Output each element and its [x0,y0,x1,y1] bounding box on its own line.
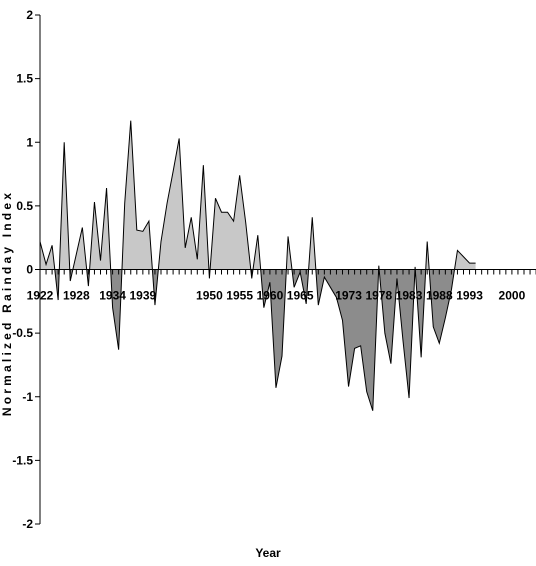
x-tick-label: 1939 [129,289,156,303]
x-tick-label: 1983 [396,289,423,303]
positive-area [40,120,476,270]
y-tick-label: 0.5 [16,199,33,213]
x-tick-label: 1934 [99,289,126,303]
x-tick-label: 1950 [196,289,223,303]
x-axis-label: Year [255,546,281,560]
y-tick-label: -1.5 [12,453,33,467]
y-tick-label: 1.5 [16,72,33,86]
x-tick-label: 2000 [499,289,526,303]
x-tick-label: 1993 [456,289,483,303]
y-tick-label: -0.5 [12,326,33,340]
series-line [39,120,476,411]
x-tick-label: 1973 [335,289,362,303]
area-fills [40,120,476,411]
y-tick-label: -1 [22,390,33,404]
y-tick-label: 2 [26,8,33,22]
y-tick-label: -2 [22,517,33,531]
x-tick-label: 1965 [287,289,314,303]
x-tick-label: 1928 [63,289,90,303]
y-tick-label: 0 [26,263,33,277]
x-tick-label: 1955 [226,289,253,303]
series-polyline [39,120,476,411]
negative-area [54,269,455,411]
y-axis-label: Normalized Rainday Index [0,189,14,417]
y-axis-ticks: 2 1.5 1 0.5 0 -0.5 -1 -1.5 -2 [12,8,40,531]
y-tick-label: 1 [26,135,33,149]
x-tick-label: 1960 [257,289,284,303]
x-tick-label: 1922 [27,289,54,303]
x-axis-ticks: 1922 1928 1934 1939 1950 1955 1960 1965 1973 1978… [27,269,536,303]
x-tick-label: 1978 [365,289,392,303]
x-tick-label: 1988 [426,289,453,303]
